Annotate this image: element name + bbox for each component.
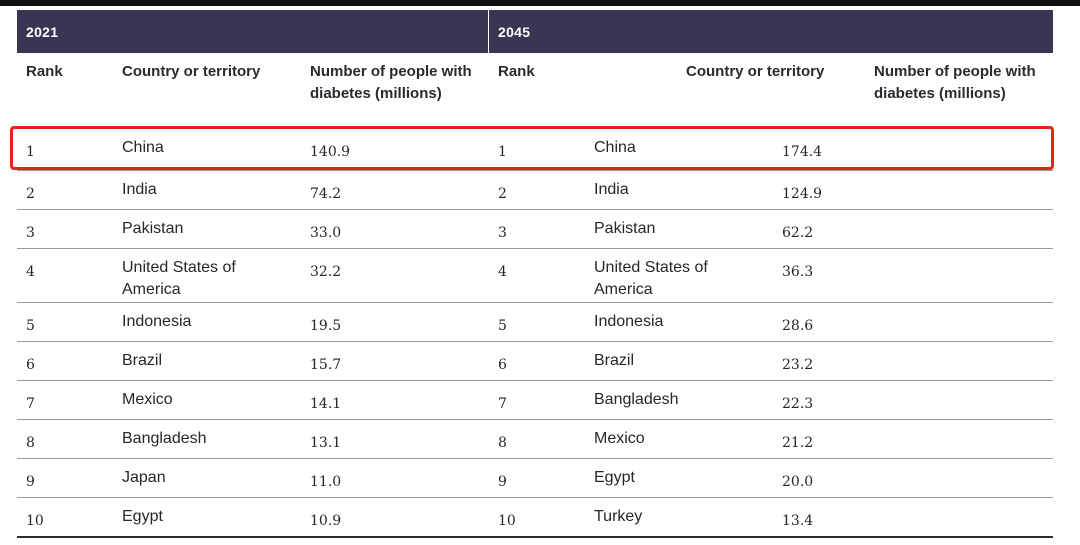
rank-cell-2021: 8 — [26, 435, 35, 451]
diabetes-count-cell-2021: 74.2 — [310, 186, 342, 202]
country-cell-2045: Indonesia — [594, 313, 664, 330]
country-cell-2021: Pakistan — [122, 220, 184, 237]
diabetes-count-cell-2021: 14.1 — [310, 396, 342, 412]
rank-cell-2045: 5 — [498, 318, 507, 334]
rank-cell-2021: 3 — [26, 225, 35, 241]
rank-cell-2045: 9 — [498, 474, 507, 490]
col-country-2021: Country or territory — [122, 63, 261, 80]
country-cell-2021: China — [122, 139, 164, 156]
rank-cell-2021: 4 — [26, 264, 35, 280]
diabetes-count-cell-2045: 124.9 — [782, 186, 823, 202]
rank-cell-2021: 2 — [26, 186, 35, 202]
country-cell-2021: Brazil — [122, 352, 163, 369]
col-country-2045: Country or territory — [686, 63, 825, 80]
country-cell-2021: India — [122, 181, 157, 198]
year-header-2045: 2045 — [489, 10, 1053, 53]
country-cell-2045: Brazil — [594, 352, 635, 369]
country-cell-2045: China — [594, 139, 636, 156]
country-cell-2021: Egypt — [122, 508, 163, 525]
country-cell-2045: Bangladesh — [594, 391, 679, 408]
diabetes-count-cell-2045: 20.0 — [782, 474, 814, 490]
col-rank-2021: Rank — [26, 63, 63, 80]
table-row: 10 Egypt 10.9 10 Turkey 13.4 — [17, 497, 1053, 538]
country-cell-2045: Egypt — [594, 469, 635, 486]
rank-cell-2021: 6 — [26, 357, 35, 373]
country-cell-2045: Mexico — [594, 430, 645, 447]
rank-cell-2045: 7 — [498, 396, 507, 412]
diabetes-count-cell-2045: 22.3 — [782, 396, 814, 412]
diabetes-count-cell-2045: 23.2 — [782, 357, 814, 373]
rank-cell-2045: 8 — [498, 435, 507, 451]
diabetes-count-cell-2045: 28.6 — [782, 318, 814, 334]
table-row: 9 Japan 11.0 9 Egypt 20.0 — [17, 458, 1053, 498]
country-cell-2021: United States of America — [122, 259, 236, 298]
diabetes-count-cell-2021: 13.1 — [310, 435, 342, 451]
diabetes-count-cell-2021: 32.2 — [310, 264, 342, 280]
diabetes-count-cell-2045: 62.2 — [782, 225, 814, 241]
rank-cell-2045: 2 — [498, 186, 507, 202]
country-cell-2021: Japan — [122, 469, 166, 486]
diabetes-count-cell-2045: 36.3 — [782, 264, 814, 280]
rank-cell-2021: 7 — [26, 396, 35, 412]
col-number-2021: Number of people with diabetes (millions… — [310, 63, 472, 102]
country-cell-2045: United States of America — [594, 259, 708, 298]
country-cell-2045: Pakistan — [594, 220, 656, 237]
country-cell-2021: Indonesia — [122, 313, 192, 330]
diabetes-count-cell-2021: 140.9 — [310, 144, 351, 160]
top-rule — [0, 0, 1080, 6]
table-row: 5 Indonesia 19.5 5 Indonesia 28.6 — [17, 302, 1053, 342]
diabetes-count-cell-2021: 10.9 — [310, 513, 342, 529]
col-rank-2045: Rank — [498, 63, 535, 80]
country-cell-2021: Bangladesh — [122, 430, 207, 447]
rank-cell-2021: 10 — [26, 513, 44, 529]
diabetes-count-cell-2045: 174.4 — [782, 144, 823, 160]
table-row: 2 India 74.2 2 India 124.9 — [17, 170, 1053, 210]
table-row: 7 Mexico 14.1 7 Bangladesh 22.3 — [17, 380, 1053, 420]
country-cell-2045: India — [594, 181, 629, 198]
diabetes-count-cell-2045: 13.4 — [782, 513, 814, 529]
rank-cell-2021: 9 — [26, 474, 35, 490]
rank-cell-2045: 4 — [498, 264, 507, 280]
rank-cell-2045: 10 — [498, 513, 516, 529]
col-number-2045: Number of people with diabetes (millions… — [874, 63, 1036, 102]
diabetes-count-cell-2021: 15.7 — [310, 357, 342, 373]
rank-cell-2021: 5 — [26, 318, 35, 334]
table-row: 6 Brazil 15.7 6 Brazil 23.2 — [17, 341, 1053, 381]
rank-cell-2021: 1 — [26, 144, 35, 160]
rank-cell-2045: 1 — [498, 144, 507, 160]
country-cell-2021: Mexico — [122, 391, 173, 408]
rank-cell-2045: 3 — [498, 225, 507, 241]
diabetes-count-cell-2021: 11.0 — [310, 474, 342, 490]
year-header-2021: 2021 — [17, 10, 488, 53]
diabetes-count-cell-2021: 33.0 — [310, 225, 342, 241]
highlight-box — [10, 126, 1054, 170]
table-row: 4 United States of America 32.2 4 United Sta… — [17, 248, 1053, 303]
table-row: 1 China 140.9 1 China 174.4 — [17, 128, 1053, 171]
table-row: 8 Bangladesh 13.1 8 Mexico 21.2 — [17, 419, 1053, 459]
rank-cell-2045: 6 — [498, 357, 507, 373]
country-cell-2045: Turkey — [594, 508, 643, 525]
diabetes-count-cell-2021: 19.5 — [310, 318, 342, 334]
table-row: 3 Pakistan 33.0 3 Pakistan 62.2 — [17, 209, 1053, 249]
diabetes-count-cell-2045: 21.2 — [782, 435, 814, 451]
